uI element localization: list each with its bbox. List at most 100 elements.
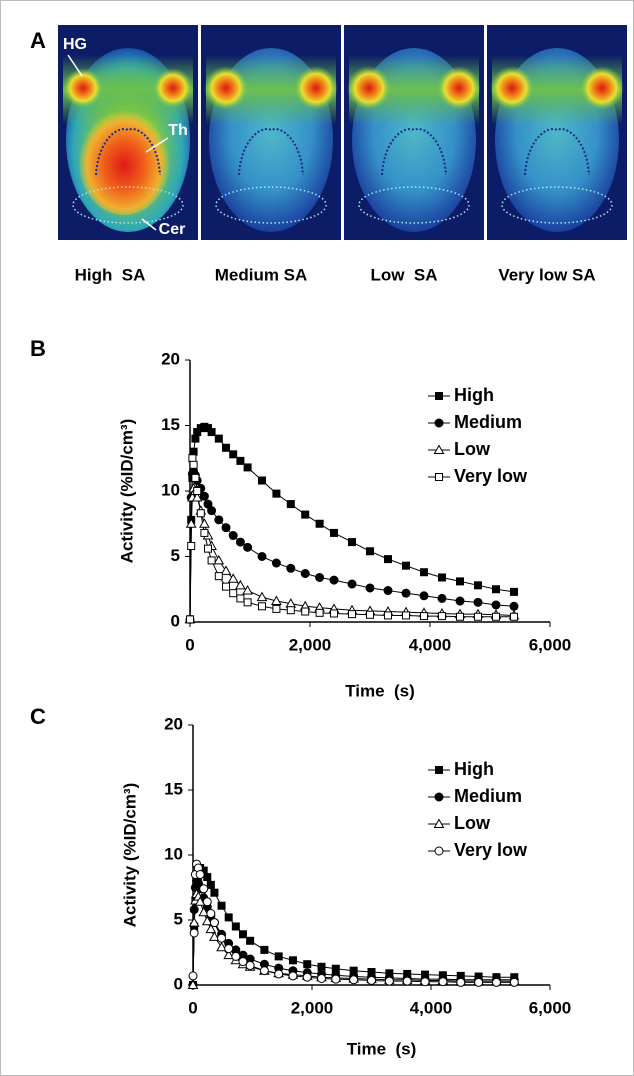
marker: [474, 612, 482, 621]
marker: [199, 884, 209, 894]
marker: [438, 612, 446, 621]
marker: [223, 949, 235, 960]
marker: [189, 460, 198, 469]
marker: [286, 500, 295, 509]
marker: [492, 612, 500, 621]
marker: [243, 463, 252, 472]
marker: [317, 962, 326, 971]
marker: [216, 941, 227, 952]
marker: [366, 610, 374, 619]
marker: [221, 523, 231, 533]
marker: [272, 604, 281, 613]
cer-outline: [501, 186, 613, 224]
marker: [229, 450, 238, 459]
marker: [365, 583, 375, 593]
marker: [288, 956, 297, 965]
marker: [367, 975, 376, 985]
gland: [580, 66, 624, 110]
marker: [510, 587, 518, 596]
marker: [330, 609, 338, 618]
legend-marker: [435, 473, 443, 481]
marker: [188, 917, 200, 927]
marker: [194, 896, 206, 906]
marker: [224, 944, 234, 954]
cer-outline: [72, 186, 184, 224]
marker: [274, 952, 283, 961]
marker: [303, 960, 312, 969]
gland: [63, 68, 103, 108]
marker: [474, 581, 482, 590]
gland: [437, 66, 481, 110]
marker: [330, 528, 338, 537]
y-tick-label: 0: [174, 974, 183, 993]
marker: [384, 976, 394, 986]
marker: [384, 611, 392, 620]
marker: [193, 487, 202, 495]
image-caption: Medium SA: [215, 265, 308, 284]
outline: [381, 128, 447, 176]
marker: [195, 870, 205, 879]
x-tick-label: 4,000: [409, 635, 452, 654]
x-tick-label: 6,000: [529, 998, 572, 1017]
cer-outline: [358, 186, 470, 224]
x-axis-label: Time (s): [345, 681, 415, 700]
marker: [188, 971, 198, 981]
marker: [438, 977, 448, 987]
legend-label: Medium: [454, 786, 522, 806]
marker: [217, 901, 226, 910]
y-axis-label: Activity (%ID/cm³): [120, 783, 139, 928]
marker: [301, 607, 310, 616]
marker: [191, 492, 203, 502]
marker: [456, 577, 464, 586]
marker: [456, 612, 464, 621]
marker: [315, 608, 324, 617]
marker: [186, 615, 194, 624]
marker: [259, 966, 269, 976]
y-tick-label: 15: [164, 779, 183, 798]
marker: [214, 434, 223, 443]
marker: [420, 977, 430, 987]
thalamus: [78, 105, 170, 215]
marker: [274, 969, 284, 979]
marker: [256, 591, 268, 602]
marker: [235, 537, 245, 547]
x-tick-label: 0: [188, 998, 197, 1017]
outline: [95, 128, 161, 176]
y-tick-label: 0: [171, 611, 180, 630]
marker: [206, 909, 216, 918]
legend-label: High: [454, 385, 494, 405]
legend-label: High: [454, 759, 494, 779]
gland: [347, 66, 391, 110]
y-tick-label: 20: [164, 714, 183, 733]
marker: [220, 565, 232, 575]
panel-label: B: [30, 336, 46, 361]
marker: [384, 555, 392, 564]
image-caption: High SA: [75, 265, 146, 284]
image-caption: Low SA: [370, 265, 437, 284]
marker: [420, 612, 428, 621]
marker: [492, 585, 500, 594]
annotation: Th: [168, 122, 188, 139]
marker: [189, 447, 198, 456]
marker: [231, 922, 240, 931]
marker: [315, 519, 324, 528]
marker: [207, 506, 217, 516]
x-tick-label: 2,000: [289, 635, 332, 654]
gland: [294, 66, 338, 110]
x-tick-label: 4,000: [410, 998, 453, 1017]
x-tick-label: 6,000: [529, 635, 572, 654]
marker: [245, 961, 255, 970]
marker: [474, 977, 484, 987]
marker: [438, 573, 446, 582]
marker: [402, 976, 412, 986]
marker: [271, 595, 282, 606]
marker: [456, 977, 466, 987]
marker: [366, 547, 374, 556]
outline: [524, 128, 590, 176]
gland: [153, 68, 193, 108]
marker: [228, 531, 238, 541]
marker: [207, 428, 216, 437]
marker: [229, 589, 238, 598]
marker: [348, 610, 356, 619]
marker: [238, 957, 248, 967]
